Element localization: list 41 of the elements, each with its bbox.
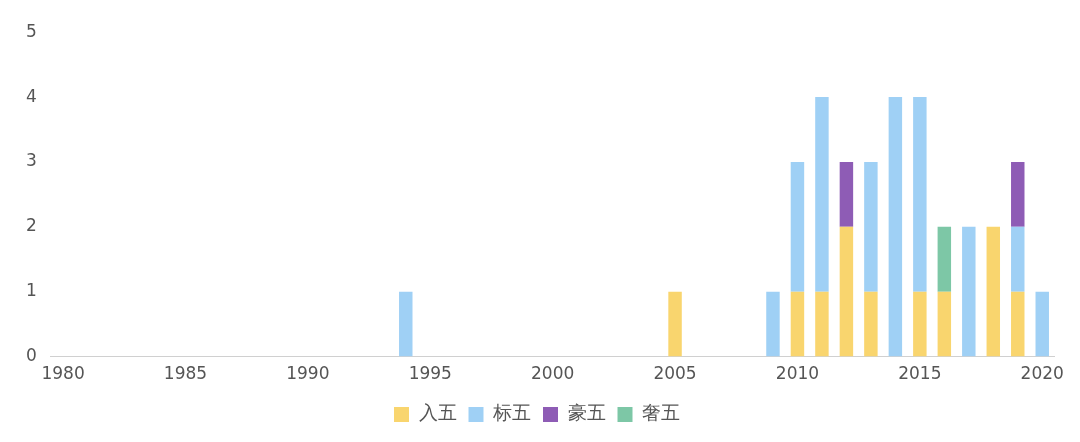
bar <box>815 97 829 292</box>
bar <box>766 291 780 357</box>
legend-label: 豪五 <box>567 401 606 424</box>
y-tick-label: 4 <box>25 85 37 106</box>
y-tick-label: 2 <box>25 215 37 236</box>
bar <box>937 226 952 292</box>
y-tick-label: 3 <box>25 150 37 171</box>
bar <box>864 291 878 357</box>
y-tick-label: 0 <box>25 345 37 366</box>
y-tick-label: 5 <box>25 20 37 41</box>
bar <box>1011 226 1025 292</box>
x-tick-label: 1985 <box>163 363 208 384</box>
bar <box>790 161 805 292</box>
bar <box>839 226 854 357</box>
bar <box>399 291 413 357</box>
bar <box>864 161 878 292</box>
bar <box>790 291 805 357</box>
bar <box>1035 291 1049 357</box>
x-tick-label: 1980 <box>41 363 85 384</box>
x-tick-label: 2005 <box>653 363 697 384</box>
x-tick-label: 1995 <box>408 363 452 384</box>
bar <box>913 291 927 357</box>
bar <box>888 97 903 357</box>
legend-label: 标五 <box>492 401 531 424</box>
bar <box>962 226 976 357</box>
bar <box>815 291 829 357</box>
bar <box>937 291 952 357</box>
legend-label: 奢五 <box>642 401 680 424</box>
bar <box>668 291 682 357</box>
y-tick-label: 1 <box>25 280 37 301</box>
x-tick-label: 1990 <box>286 363 330 384</box>
legend-label: 入五 <box>418 401 457 424</box>
bar <box>913 97 927 292</box>
x-tick-label: 2015 <box>898 363 942 384</box>
x-tick-label: 2000 <box>531 363 575 384</box>
bar <box>986 226 1001 357</box>
bar <box>1011 291 1025 357</box>
x-tick-label: 2010 <box>775 363 820 384</box>
x-tick-label: 2020 <box>1020 363 1064 384</box>
bar <box>1011 161 1025 227</box>
bar <box>839 161 854 227</box>
